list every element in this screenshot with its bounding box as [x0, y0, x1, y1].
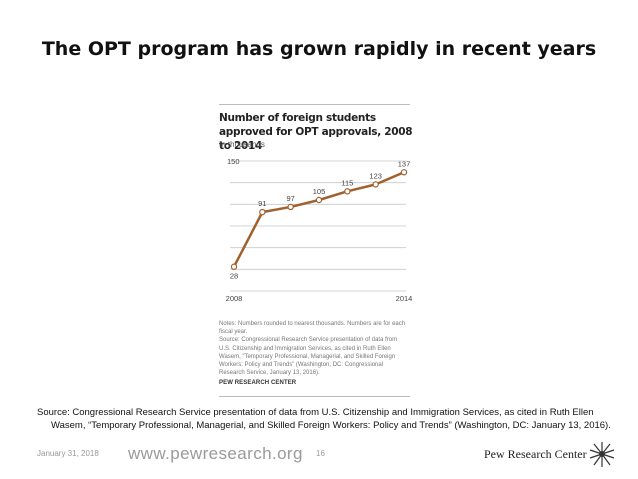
data-point	[344, 188, 351, 195]
data-point	[372, 181, 379, 188]
footer-date: January 31, 2018	[37, 449, 99, 458]
chart-title: Number of foreign students approved for …	[219, 112, 413, 152]
data-label: 123	[369, 171, 382, 180]
data-point	[400, 169, 408, 176]
x-tick-label: 2008	[226, 294, 243, 303]
chart-credit: PEW RESEARCH CENTER	[219, 380, 297, 386]
axis-ticks: 150 2008 2014	[226, 157, 413, 303]
x-tick-label: 2014	[396, 294, 413, 303]
data-label: 137	[398, 159, 411, 168]
source-text: Source: Congressional Research Service p…	[219, 337, 398, 377]
slide-source: Source: Congressional Research Service p…	[37, 406, 617, 432]
y-tick-label: 150	[227, 157, 240, 166]
data-label: 105	[313, 187, 326, 196]
source-line-1: Source: Congressional Research Service p…	[37, 407, 594, 418]
brand-logo-icon	[589, 442, 615, 467]
data-label: 115	[341, 178, 353, 187]
data-label: 97	[286, 194, 294, 203]
chart-top-rule	[219, 104, 410, 105]
data-label: 91	[258, 199, 266, 208]
data-point	[315, 196, 323, 204]
data-labels: 28 91 97 105 115 123 137	[230, 159, 410, 280]
source-line-2: Wasem, “Temporary Professional, Manageri…	[51, 420, 611, 431]
data-label: 28	[230, 272, 238, 281]
page-number: 16	[316, 449, 325, 458]
chart-bottom-rule	[219, 396, 410, 397]
chart-notes: Notes: Numbers rounded to nearest thousa…	[219, 320, 409, 377]
brand-wordmark: Pew Research Center	[484, 447, 587, 461]
data-point	[259, 208, 266, 216]
chart-subtitle: In thousands	[219, 140, 265, 149]
data-point	[287, 203, 294, 211]
notes-text: Notes: Numbers rounded to nearest thousa…	[219, 321, 406, 336]
data-point	[230, 263, 238, 270]
data-points	[230, 169, 408, 270]
footer-url[interactable]: www.pewresearch.org	[128, 444, 303, 463]
slide-title: The OPT program has grown rapidly in rec…	[41, 38, 597, 60]
